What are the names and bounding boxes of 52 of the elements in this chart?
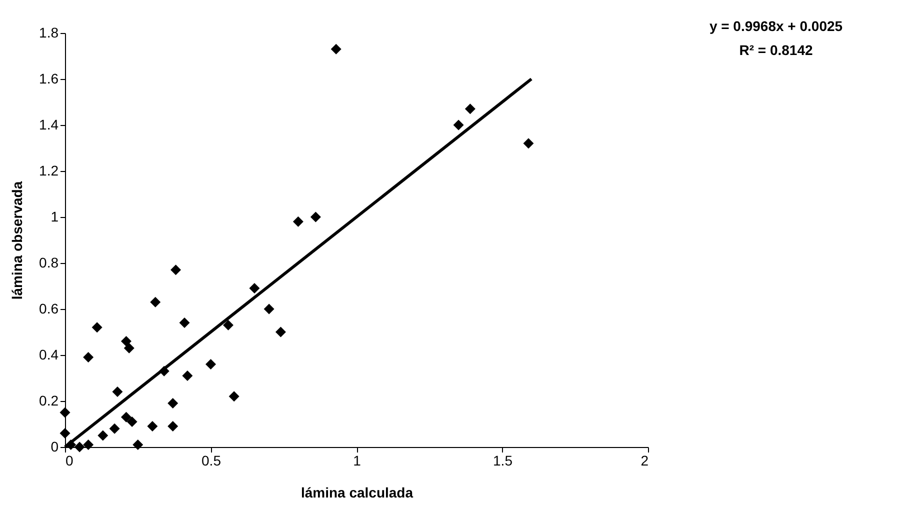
point bbox=[182, 370, 193, 381]
text: R² = 0.8142 bbox=[739, 42, 813, 58]
x-tick-label: 2 bbox=[640, 452, 649, 468]
point bbox=[98, 430, 108, 441]
point bbox=[150, 296, 161, 308]
point bbox=[222, 320, 234, 330]
point bbox=[120, 412, 132, 422]
x-axis-title: lámina calculada bbox=[300, 484, 414, 500]
point bbox=[83, 352, 94, 363]
point bbox=[132, 439, 144, 450]
point bbox=[330, 44, 342, 54]
y-tick-label: 0.8 bbox=[39, 254, 59, 270]
point bbox=[264, 304, 274, 314]
point bbox=[83, 439, 94, 450]
point bbox=[60, 428, 70, 438]
point bbox=[249, 283, 260, 294]
point bbox=[179, 318, 190, 328]
point bbox=[147, 421, 158, 432]
y-tick-label: 0 bbox=[50, 438, 59, 454]
point bbox=[170, 264, 182, 276]
x-tick-label: 1.5 bbox=[493, 452, 513, 468]
point bbox=[74, 442, 85, 452]
point bbox=[275, 326, 286, 338]
point bbox=[310, 212, 321, 222]
point bbox=[109, 423, 120, 434]
point bbox=[206, 358, 216, 370]
y-tick-label: 1.2 bbox=[39, 162, 59, 178]
point bbox=[168, 398, 178, 409]
y-tick-label: 1.8 bbox=[39, 24, 59, 40]
point bbox=[464, 104, 476, 114]
y-tick-label: 0.4 bbox=[39, 346, 59, 362]
point bbox=[60, 407, 70, 418]
point bbox=[292, 216, 304, 227]
point bbox=[112, 386, 123, 398]
point bbox=[228, 391, 240, 402]
point bbox=[126, 416, 138, 427]
y-tick-label: 1.4 bbox=[39, 116, 59, 132]
y-tick-label: 0.2 bbox=[39, 392, 59, 408]
y-tick-label: 1 bbox=[50, 208, 59, 224]
point bbox=[453, 120, 464, 130]
point bbox=[168, 421, 178, 432]
x-tick-label: 0.5 bbox=[202, 452, 222, 468]
y-tick-label: 1.6 bbox=[39, 70, 59, 86]
point bbox=[120, 336, 132, 346]
x-tick-label: 0 bbox=[66, 452, 74, 468]
point bbox=[523, 138, 534, 149]
y-tick-label: 0.6 bbox=[39, 300, 59, 316]
y-axis-title: lámina observada bbox=[9, 181, 26, 300]
point bbox=[124, 342, 134, 354]
x-tick-label: 1 bbox=[353, 452, 362, 468]
point bbox=[92, 322, 102, 333]
text: y = 0.9968x + 0.0025 bbox=[709, 18, 843, 34]
